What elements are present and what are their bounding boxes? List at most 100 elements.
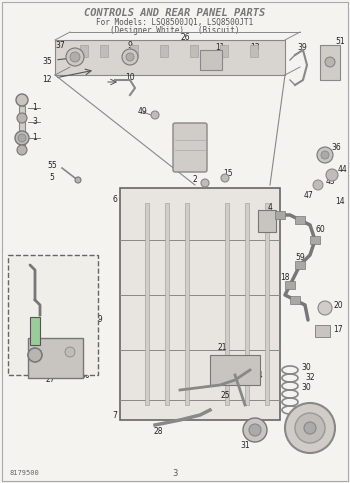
Bar [310, 236, 320, 244]
Bar [290, 296, 300, 304]
FancyBboxPatch shape [173, 123, 207, 172]
Text: 39: 39 [297, 43, 307, 53]
Circle shape [321, 151, 329, 159]
Bar [19, 106, 25, 151]
Text: 23: 23 [235, 370, 245, 380]
Bar [130, 45, 138, 57]
Text: 17: 17 [333, 326, 343, 335]
Text: 3: 3 [33, 117, 37, 127]
Bar [165, 203, 169, 405]
Bar [210, 355, 260, 385]
Text: 20: 20 [333, 300, 343, 310]
Text: 8: 8 [16, 327, 20, 337]
Text: 10: 10 [125, 72, 135, 82]
Circle shape [325, 57, 335, 67]
Bar [250, 45, 258, 57]
Text: 22: 22 [235, 355, 245, 365]
Text: 50: 50 [80, 370, 90, 380]
Circle shape [285, 403, 335, 453]
Text: 30: 30 [301, 364, 311, 372]
Text: 55: 55 [47, 160, 57, 170]
Bar [190, 45, 198, 57]
Circle shape [295, 413, 325, 443]
Circle shape [65, 347, 75, 357]
Bar [200, 50, 222, 70]
Circle shape [304, 422, 316, 434]
Text: 2: 2 [193, 175, 197, 185]
Text: 1: 1 [33, 103, 37, 113]
Text: (Designer White)   (Biscuit): (Designer White) (Biscuit) [110, 26, 240, 35]
Bar [295, 216, 305, 224]
Circle shape [17, 113, 27, 123]
Text: CONTROLS AND REAR PANEL PARTS: CONTROLS AND REAR PANEL PARTS [84, 8, 266, 18]
Text: 26: 26 [180, 32, 190, 42]
Circle shape [318, 301, 332, 315]
Circle shape [18, 134, 26, 142]
Bar [28, 338, 83, 378]
Text: 27: 27 [13, 347, 23, 356]
Text: 19: 19 [93, 315, 103, 325]
Text: 44: 44 [337, 166, 347, 174]
Circle shape [66, 48, 84, 66]
Text: 49: 49 [138, 108, 148, 116]
Circle shape [221, 174, 229, 182]
Text: 11: 11 [215, 43, 225, 52]
Bar [320, 45, 340, 80]
Bar [185, 203, 189, 405]
Bar [225, 203, 229, 405]
Text: 25: 25 [220, 390, 230, 399]
Text: 47: 47 [303, 190, 313, 199]
Circle shape [243, 418, 267, 442]
Bar [220, 45, 228, 57]
Circle shape [326, 169, 338, 181]
Text: 3: 3 [172, 469, 178, 478]
Circle shape [201, 179, 209, 187]
Text: 13: 13 [250, 43, 260, 52]
Circle shape [122, 49, 138, 65]
Bar [100, 45, 108, 57]
Circle shape [151, 111, 159, 119]
Text: For Models: LSQ8500JQ1, LSQ8500JT1: For Models: LSQ8500JQ1, LSQ8500JT1 [96, 18, 254, 27]
Text: 16: 16 [190, 126, 200, 134]
Bar [8, 255, 98, 375]
Text: 9: 9 [127, 41, 132, 49]
Text: 45: 45 [325, 177, 335, 186]
Bar [145, 203, 149, 405]
Text: 31: 31 [240, 440, 250, 450]
Circle shape [28, 348, 42, 362]
Circle shape [15, 131, 29, 145]
Text: 21: 21 [217, 342, 227, 352]
Bar [315, 325, 330, 337]
Text: 60: 60 [315, 226, 325, 235]
Text: 4: 4 [267, 202, 272, 212]
Text: 27: 27 [45, 375, 55, 384]
Bar [30, 317, 40, 345]
Text: 61: 61 [13, 360, 23, 369]
Text: 37: 37 [55, 41, 65, 49]
Text: 59: 59 [295, 254, 305, 262]
Bar [80, 45, 88, 57]
Text: 35: 35 [42, 57, 52, 67]
Text: 15: 15 [223, 169, 233, 177]
Text: 57: 57 [50, 270, 60, 280]
Text: 8179500: 8179500 [10, 470, 40, 476]
Circle shape [313, 180, 323, 190]
Bar [120, 188, 280, 420]
Text: 36: 36 [331, 143, 341, 153]
Text: 58: 58 [15, 345, 25, 355]
Bar [295, 261, 305, 269]
Text: 14: 14 [335, 198, 345, 207]
Text: 32: 32 [305, 373, 315, 383]
Bar [55, 40, 285, 75]
Circle shape [17, 145, 27, 155]
Text: 18: 18 [280, 273, 290, 283]
Text: 24: 24 [253, 370, 263, 380]
Text: 51: 51 [335, 38, 345, 46]
Text: 28: 28 [153, 427, 163, 437]
Text: 1: 1 [33, 133, 37, 142]
Bar [265, 203, 269, 405]
Text: 5: 5 [50, 173, 55, 183]
Text: 12: 12 [42, 75, 52, 85]
Bar [245, 203, 249, 405]
Bar [258, 210, 276, 232]
